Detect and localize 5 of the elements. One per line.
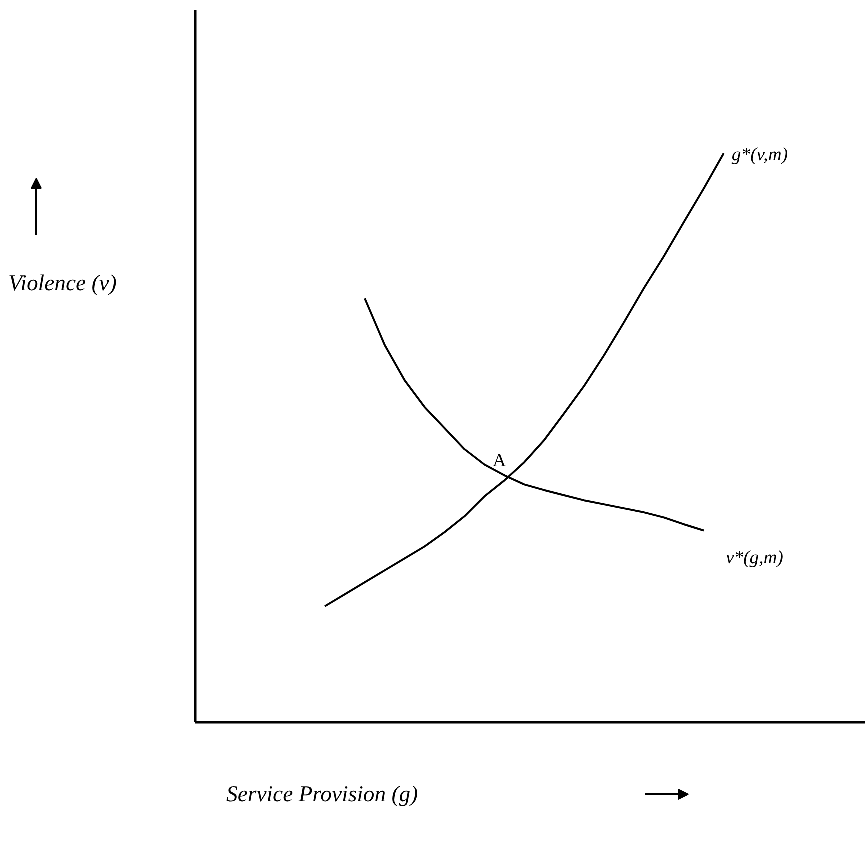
series-label: g*(v,m) [732, 144, 788, 166]
x-axis-title: Service Provision (g) [226, 782, 418, 806]
annotation: A [492, 450, 507, 472]
series-label: v*(g,m) [726, 548, 784, 569]
y-axis-title: Violence (v) [8, 270, 117, 296]
